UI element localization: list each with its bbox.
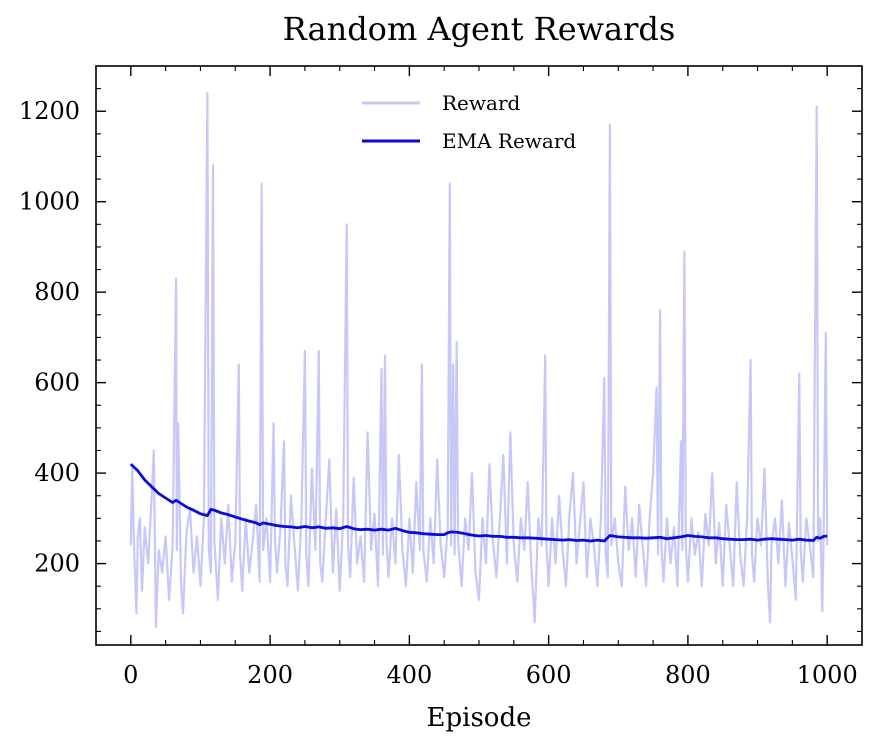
series-line-reward <box>129 92 829 628</box>
x-tick-labels: 0 200 400 600 800 1000 <box>123 661 858 689</box>
x-tick-label: 1000 <box>797 661 858 689</box>
x-tick-label: 0 <box>123 661 138 689</box>
legend-label-reward: Reward <box>442 91 520 115</box>
y-tick-label: 400 <box>34 459 80 487</box>
x-tick-label: 200 <box>247 661 293 689</box>
y-tick-label: 800 <box>34 278 80 306</box>
x-axis-label: Episode <box>427 703 532 733</box>
legend-label-ema: EMA Reward <box>442 129 576 153</box>
y-tick-label: 1200 <box>19 97 80 125</box>
plot-area <box>95 65 863 646</box>
x-tick-label: 800 <box>665 661 711 689</box>
series-line-ema-reward <box>129 463 828 543</box>
y-tick-label: 600 <box>34 369 80 397</box>
y-tick-label: 200 <box>34 550 80 578</box>
x-tick-label: 400 <box>386 661 432 689</box>
ticks-layer <box>95 65 863 645</box>
series-layer <box>129 92 829 628</box>
chart-title: Random Agent Rewards <box>283 10 676 48</box>
y-tick-label: 1000 <box>19 188 80 216</box>
x-tick-label: 600 <box>526 661 572 689</box>
legend: Reward EMA Reward <box>362 91 576 153</box>
y-tick-labels: 200 400 600 800 1000 1200 <box>19 97 80 577</box>
